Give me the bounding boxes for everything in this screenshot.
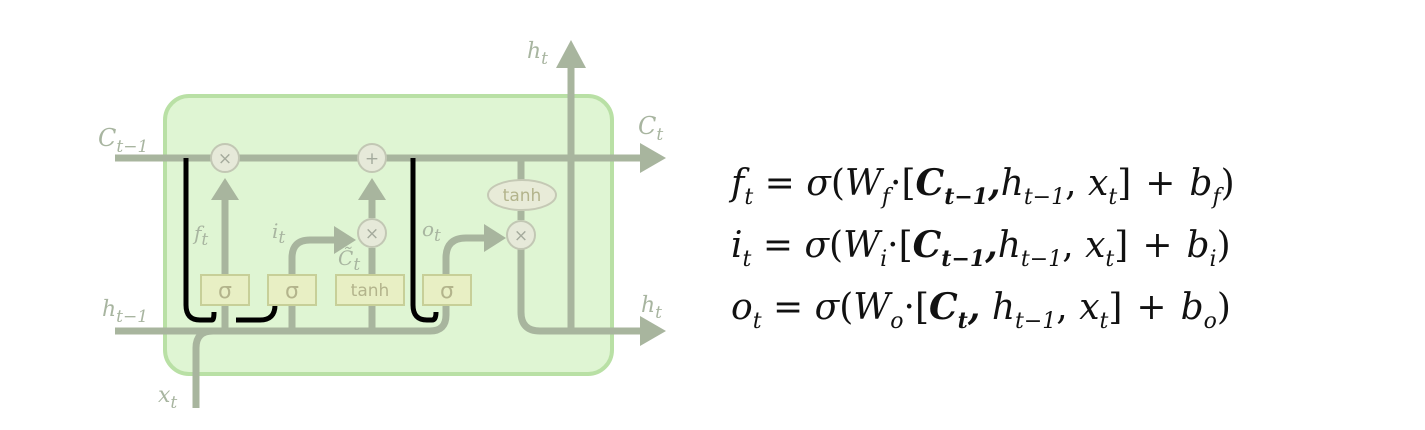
peephole-equations: ft = σ(Wf·[Ct−1,ht−1, xt] + bf) it = σ(Wi·… (731, 152, 1235, 338)
hidden-output-line (517, 249, 645, 335)
input-arrowhead (334, 226, 356, 254)
peephole-input (236, 304, 278, 323)
tanh-oval-label: tanh (503, 186, 542, 206)
gate-sigma-2-label: σ (285, 279, 299, 304)
gate-tanh: tanh (335, 274, 405, 306)
input-multiply-symbol: × (365, 224, 379, 244)
input-gate-line (288, 236, 340, 331)
lstm-peephole-diagram: σ σ tanh σ tanh × + × × Ct−1 Ct ht ht−1 … (98, 39, 666, 413)
gate-sigma-3-label: σ (440, 279, 454, 304)
cell-state-arrowhead (640, 143, 666, 173)
label-candidate: C̃t (338, 246, 360, 275)
input-multiply-op: × (357, 218, 387, 248)
cell-plus-symbol: + (365, 149, 379, 169)
gate-sigma-2: σ (267, 274, 317, 306)
label-h-prev: ht−1 (102, 297, 148, 327)
label-h-top: ht (527, 39, 548, 69)
output-multiply-op: × (506, 220, 536, 250)
label-x-in: xt (158, 383, 177, 413)
label-input-gate: it (272, 219, 285, 248)
label-h-out: ht (641, 293, 662, 323)
gate-tanh-label: tanh (351, 281, 390, 301)
forget-multiply-symbol: × (218, 149, 232, 169)
equation-output: ot = σ(Wo·[Ct, ht−1, xt] + bo) (731, 286, 1231, 334)
forget-multiply-op: × (210, 143, 240, 173)
forget-arrowhead (211, 178, 239, 200)
peephole-forget (183, 158, 217, 323)
gate-sigma-1: σ (200, 274, 250, 306)
label-c-prev: Ct−1 (98, 124, 148, 157)
hidden-up-arrowhead (556, 40, 586, 68)
peephole-output (410, 158, 439, 323)
cell-plus-op: + (357, 143, 387, 173)
equation-forget: ft = σ(Wf·[Ct−1,ht−1, xt] + bf) (731, 162, 1235, 210)
output-multiply-symbol: × (514, 226, 528, 246)
equation-input: it = σ(Wi·[Ct−1,ht−1, xt] + bi) (731, 224, 1231, 272)
output-arrowhead (484, 224, 506, 252)
hidden-out-arrowhead (640, 316, 666, 346)
label-output-gate: ot (422, 217, 441, 246)
plus-arrowhead (358, 178, 386, 200)
label-c-out: Ct (638, 112, 663, 145)
gate-sigma-1-label: σ (218, 279, 232, 304)
tanh-oval: tanh (487, 179, 557, 211)
x-input-line (192, 327, 214, 408)
gate-sigma-3: σ (422, 274, 472, 306)
